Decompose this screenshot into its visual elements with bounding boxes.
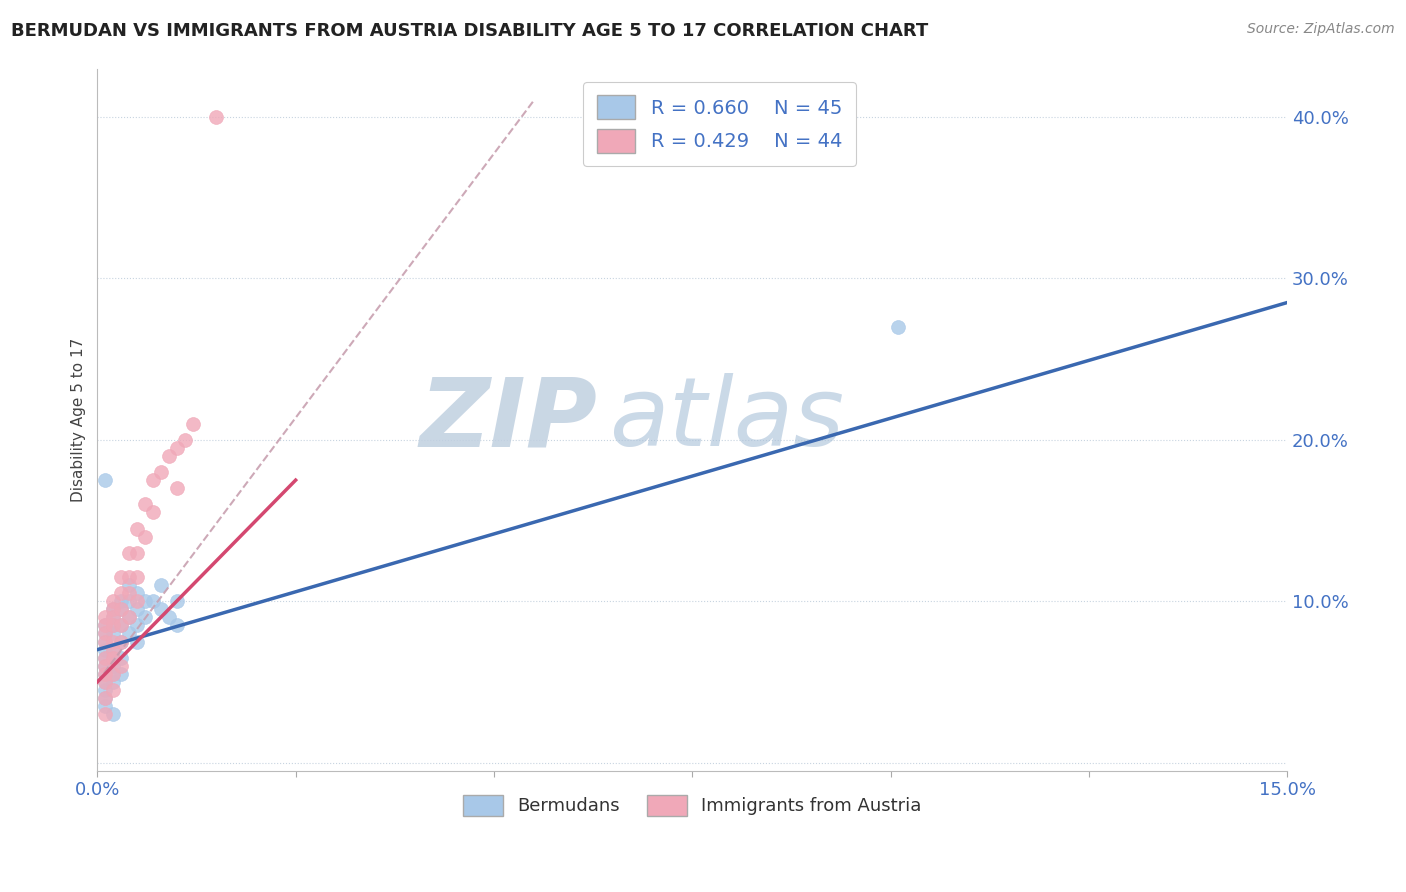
- Text: ZIP: ZIP: [419, 373, 598, 467]
- Point: [125, 634, 148, 648]
- Y-axis label: Disability Age 5 to 17: Disability Age 5 to 17: [72, 337, 86, 501]
- Point: [134, 497, 156, 511]
- Point: [142, 594, 165, 608]
- Point: [118, 586, 141, 600]
- Point: [149, 602, 172, 616]
- Point: [142, 473, 165, 487]
- Point: [173, 433, 195, 447]
- Point: [149, 465, 172, 479]
- Point: [103, 610, 125, 624]
- Point: [94, 683, 117, 698]
- Point: [103, 674, 125, 689]
- Point: [94, 699, 117, 714]
- Point: [110, 602, 132, 616]
- Point: [94, 634, 117, 648]
- Point: [94, 610, 117, 624]
- Point: [149, 578, 172, 592]
- Point: [103, 650, 125, 665]
- Point: [125, 546, 148, 560]
- Point: [125, 618, 148, 632]
- Point: [103, 618, 125, 632]
- Point: [142, 505, 165, 519]
- Point: [103, 602, 125, 616]
- Point: [125, 594, 148, 608]
- Point: [94, 674, 117, 689]
- Point: [94, 642, 117, 657]
- Text: atlas: atlas: [609, 373, 844, 467]
- Point: [103, 626, 125, 640]
- Point: [166, 441, 188, 455]
- Point: [103, 634, 125, 648]
- Point: [103, 666, 125, 681]
- Point: [157, 449, 180, 463]
- Point: [110, 634, 132, 648]
- Point: [134, 610, 156, 624]
- Point: [94, 626, 117, 640]
- Point: [125, 602, 148, 616]
- Point: [110, 618, 132, 632]
- Point: [110, 650, 132, 665]
- Point: [166, 594, 188, 608]
- Point: [157, 610, 180, 624]
- Point: [110, 658, 132, 673]
- Point: [125, 586, 148, 600]
- Point: [103, 683, 125, 698]
- Point: [125, 522, 148, 536]
- Point: [103, 650, 125, 665]
- Point: [181, 417, 204, 431]
- Point: [166, 618, 188, 632]
- Point: [118, 570, 141, 584]
- Point: [118, 610, 141, 624]
- Point: [94, 650, 117, 665]
- Point: [103, 602, 125, 616]
- Point: [103, 707, 125, 722]
- Point: [94, 691, 117, 706]
- Point: [110, 594, 132, 608]
- Point: [94, 650, 117, 665]
- Point: [94, 618, 117, 632]
- Point: [134, 594, 156, 608]
- Point: [103, 642, 125, 657]
- Point: [110, 586, 132, 600]
- Point: [94, 658, 117, 673]
- Point: [103, 594, 125, 608]
- Point: [887, 319, 910, 334]
- Point: [94, 473, 117, 487]
- Point: [103, 610, 125, 624]
- Legend: Bermudans, Immigrants from Austria: Bermudans, Immigrants from Austria: [454, 786, 931, 825]
- Point: [125, 570, 148, 584]
- Point: [118, 610, 141, 624]
- Point: [103, 658, 125, 673]
- Point: [94, 634, 117, 648]
- Point: [110, 570, 132, 584]
- Text: Source: ZipAtlas.com: Source: ZipAtlas.com: [1247, 22, 1395, 37]
- Point: [94, 707, 117, 722]
- Point: [134, 530, 156, 544]
- Point: [110, 602, 132, 616]
- Point: [94, 626, 117, 640]
- Point: [205, 110, 228, 124]
- Point: [118, 594, 141, 608]
- Point: [94, 691, 117, 706]
- Point: [103, 618, 125, 632]
- Point: [94, 666, 117, 681]
- Point: [94, 618, 117, 632]
- Point: [94, 658, 117, 673]
- Point: [110, 666, 132, 681]
- Point: [94, 674, 117, 689]
- Point: [103, 666, 125, 681]
- Point: [110, 618, 132, 632]
- Point: [94, 666, 117, 681]
- Point: [166, 481, 188, 495]
- Point: [118, 546, 141, 560]
- Point: [103, 642, 125, 657]
- Point: [118, 626, 141, 640]
- Text: BERMUDAN VS IMMIGRANTS FROM AUSTRIA DISABILITY AGE 5 TO 17 CORRELATION CHART: BERMUDAN VS IMMIGRANTS FROM AUSTRIA DISA…: [11, 22, 928, 40]
- Point: [110, 634, 132, 648]
- Point: [118, 578, 141, 592]
